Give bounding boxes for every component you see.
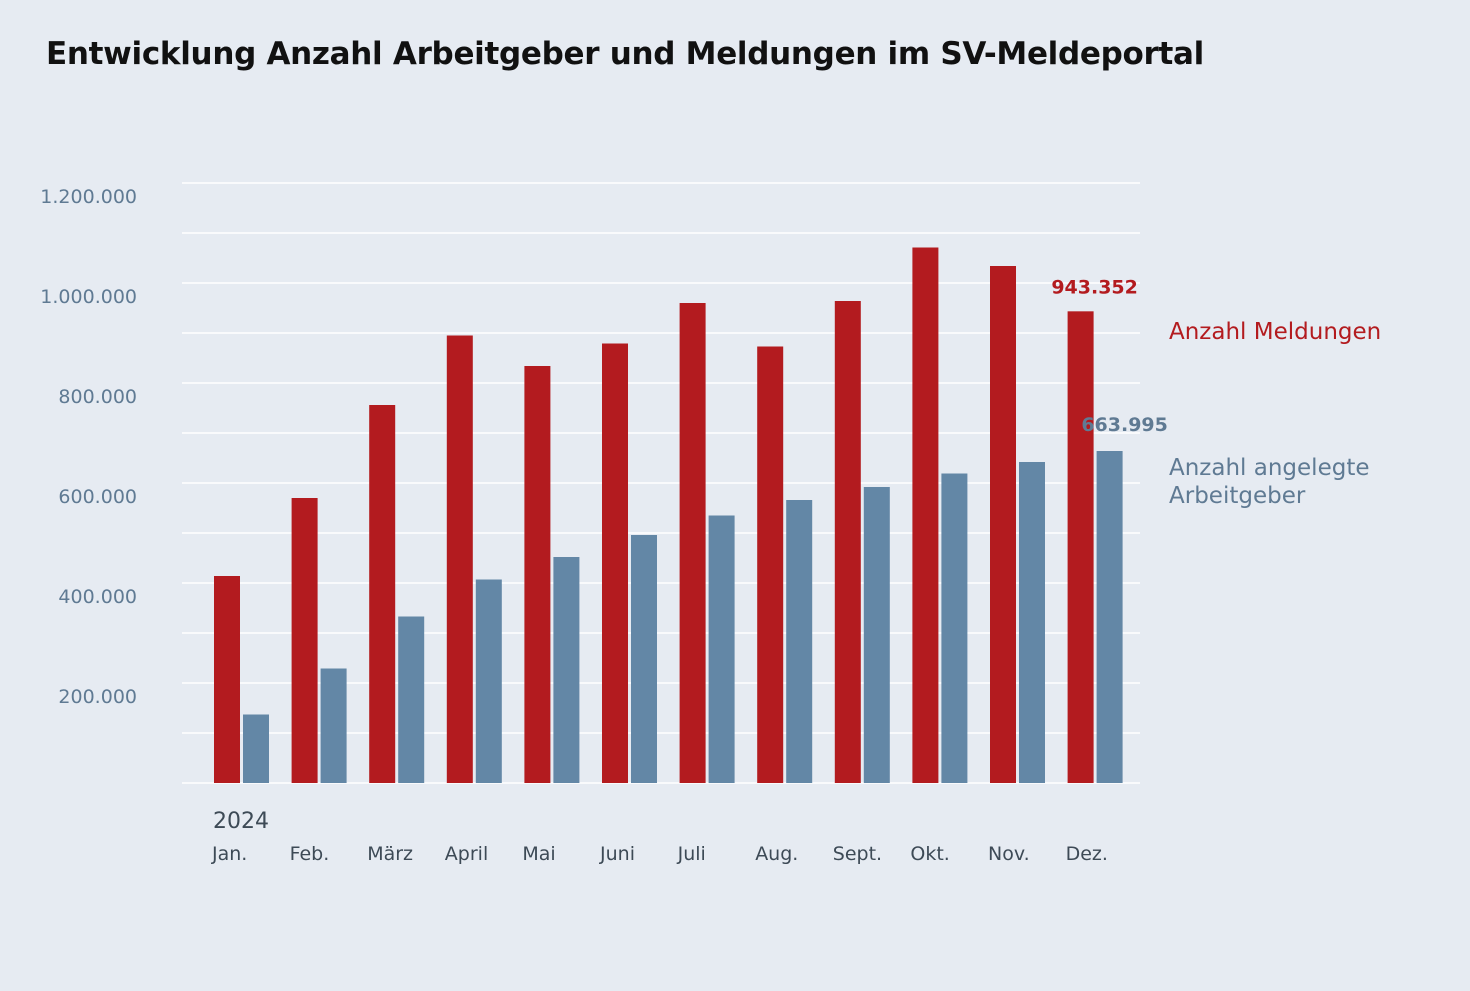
x-tick-label: Mai [522,843,555,865]
bar-arbeitgeber [398,616,425,783]
bar-arbeitgeber [863,487,890,783]
bar-arbeitgeber [708,515,735,783]
bar-meldungen [291,498,318,783]
chart-title: Entwicklung Anzahl Arbeitgeber und Meldu… [46,36,1204,72]
y-tick-label: 600.000 [58,486,137,508]
bar-arbeitgeber [941,473,968,783]
x-tick-label: März [367,843,413,865]
bar-arbeitgeber [553,557,580,783]
y-tick-label: 1.200.000 [40,186,137,208]
bar-meldungen [834,301,861,783]
x-tick-label: Dez. [1066,843,1108,865]
x-tick-label: April [445,843,488,865]
y-tick-label: 200.000 [58,686,137,708]
x-tick-label: Sept. [833,843,882,865]
legend-meldungen: Anzahl Meldungen [1169,319,1381,345]
y-tick-label: 800.000 [58,386,137,408]
x-tick-label: Juni [599,843,635,865]
x-tick-label: Aug. [755,843,798,865]
bar-meldungen [1067,311,1094,783]
bar-arbeitgeber [243,714,269,783]
bar-arbeitgeber [320,668,347,783]
x-year-label: 2024 [213,809,269,834]
bar-arbeitgeber [1096,451,1123,783]
x-tick-label: Okt. [910,843,949,865]
bar-meldungen [524,366,551,783]
y-tick-label: 1.000.000 [40,286,137,308]
legend-arbeitgeber: Anzahl angelegte [1169,455,1370,481]
bar-meldungen [912,247,939,783]
bar-meldungen [602,343,628,783]
bar-meldungen [214,576,240,783]
x-tick-label: Juli [677,843,706,865]
bar-arbeitgeber [475,579,502,783]
bar-arbeitgeber [786,500,813,783]
bar-meldungen [679,303,706,783]
y-tick-label: 400.000 [58,586,137,608]
legend-arbeitgeber: Arbeitgeber [1169,483,1306,509]
data-label-meldungen-dez: 943.352 [1051,276,1138,298]
bar-arbeitgeber [1019,462,1045,783]
bar-meldungen [990,266,1016,783]
x-tick-label: Nov. [988,843,1030,865]
bar-meldungen [757,346,784,783]
bar-meldungen [369,405,396,783]
data-label-arbeitgeber-dez: 663.995 [1081,414,1168,436]
x-tick-label: Feb. [290,843,330,865]
bar-meldungen [446,335,473,783]
x-tick-label: Jan. [211,843,247,865]
bar-arbeitgeber [631,535,657,783]
